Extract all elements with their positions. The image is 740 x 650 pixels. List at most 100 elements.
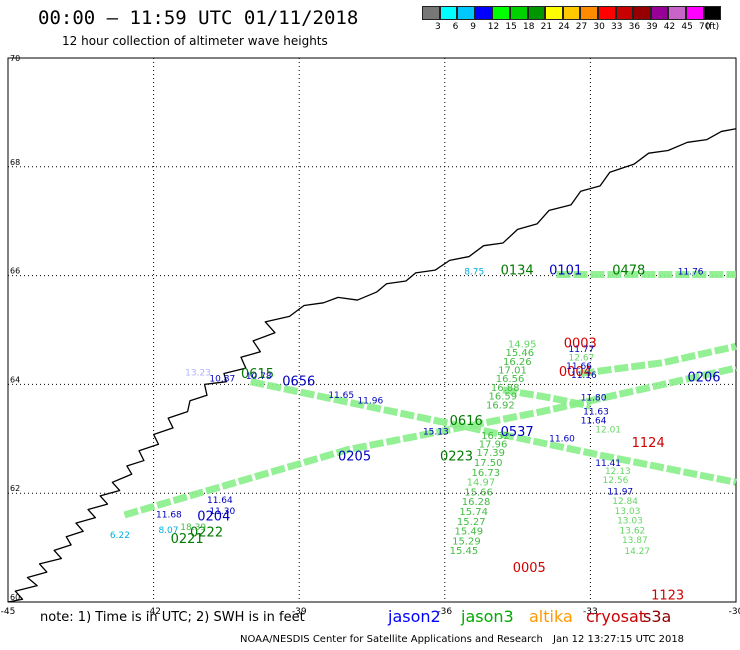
wave-height-label: 11.68 xyxy=(156,511,182,521)
wave-height-label: 13.03 xyxy=(617,517,643,527)
wave-height-label: 0003 xyxy=(564,336,597,351)
wave-height-label: 0537 xyxy=(501,425,534,440)
wave-height-label: 0656 xyxy=(282,374,315,389)
wave-height-label: 0004 xyxy=(559,365,592,380)
color-swatch xyxy=(650,6,669,20)
wave-height-label: 12.13 xyxy=(605,467,631,477)
wave-height-label: 0616 xyxy=(450,414,483,429)
wave-height-label: 11.64 xyxy=(581,417,607,427)
wave-height-label: 13.03 xyxy=(615,507,641,517)
legend-jason2: jason2 xyxy=(388,607,441,626)
wave-height-label: 11.77 xyxy=(569,345,595,355)
wave-height-label: 8.07 xyxy=(158,526,178,536)
wave-height-label: 16.26 xyxy=(503,357,532,368)
color-scale-label: 30 xyxy=(593,22,605,32)
wave-height-label: 0134 xyxy=(501,264,534,279)
wave-height-label: 15.49 xyxy=(455,527,484,538)
wave-height-label: 10.78 xyxy=(246,372,272,382)
color-swatch xyxy=(703,6,722,20)
color-scale-label: 27 xyxy=(575,22,588,32)
color-swatch xyxy=(685,6,704,20)
color-swatch xyxy=(597,6,616,20)
wave-height-label: 16.73 xyxy=(471,468,500,479)
latitude-tick-label: 60 xyxy=(10,593,20,602)
latitude-tick-label: 68 xyxy=(10,158,20,167)
color-swatch xyxy=(562,6,581,20)
axis-ticks: -45 -42 -39 -36 -33 -30 70 68 66 64 62 60 xyxy=(1,54,740,617)
wave-height-label: 12.56 xyxy=(603,476,629,486)
color-scale-label: 24 xyxy=(558,22,570,32)
wave-height-label: 10.87 xyxy=(209,375,235,385)
longitude-tick-label: -30 xyxy=(729,607,740,617)
color-scale-label: 15 xyxy=(505,22,517,32)
wave-height-label: 1124 xyxy=(632,436,665,451)
color-scale-label: 36 xyxy=(628,22,641,32)
wave-height-label: 14.95 xyxy=(508,339,537,350)
wave-height-label: 11.41 xyxy=(595,459,621,469)
legend-altika: altika xyxy=(529,607,573,626)
latitude-tick-label: 62 xyxy=(10,484,20,493)
wave-labels: 0003 0004 1124 0005 1123 0615 0616 0223 02220221… xyxy=(110,264,721,604)
color-swatch xyxy=(439,6,458,20)
legend-jason3: jason3 xyxy=(461,607,514,626)
wave-height-label: 0101 xyxy=(549,264,582,279)
wave-height-label: 1123 xyxy=(651,588,684,603)
page-title: 00:00 – 11:59 UTC 01/11/2018 xyxy=(38,7,359,29)
color-swatch xyxy=(457,6,475,20)
wave-height-label: 15.27 xyxy=(457,517,486,528)
footnote: note: 1) Time is in UTC; 2) SWH is in fe… xyxy=(40,610,305,625)
color-scale-label: 39 xyxy=(646,22,658,32)
wave-height-label: 0204 xyxy=(197,509,230,524)
color-swatch xyxy=(633,6,651,20)
legend-s3a: s3a xyxy=(643,607,672,626)
satellite-track xyxy=(502,386,592,410)
wave-height-label: 13.62 xyxy=(620,526,646,536)
color-scale-labels: 3 6 9 12 15 18 21 24 27 30 33 36 39 42 45 70 (ft) xyxy=(422,22,740,34)
credit-line: NOAA/NESDIS Center for Satellite Applica… xyxy=(240,634,543,645)
wave-height-label: 15.13 xyxy=(423,427,449,437)
wave-height-label: 11.64 xyxy=(207,496,233,506)
wave-height-label: 11.30 xyxy=(209,507,235,517)
wave-height-label: 0005 xyxy=(513,561,546,576)
wave-height-label: 17.96 xyxy=(479,440,508,451)
wave-height-label: 0223 xyxy=(440,450,473,465)
greenland-coast xyxy=(7,128,737,603)
wave-height-label: 16.59 xyxy=(488,392,517,403)
color-scale-label: 18 xyxy=(523,22,535,32)
wave-height-label: 14.97 xyxy=(467,478,496,489)
latitude-tick-label: 64 xyxy=(10,375,20,384)
wave-height-label: 0615 xyxy=(241,367,274,382)
wave-height-label: 13.23 xyxy=(185,369,211,379)
color-scale-label: 9 xyxy=(470,22,476,32)
wave-height-label: 8.75 xyxy=(464,268,484,278)
wave-height-label: 0205 xyxy=(338,450,371,465)
wave-height-label: 11.60 xyxy=(549,435,575,445)
wave-height-label: 15.45 xyxy=(450,546,479,557)
wave-height-label: 15.46 xyxy=(505,348,534,359)
wave-height-label: 16.92 xyxy=(486,400,515,411)
wave-height-label: 11.97 xyxy=(607,487,633,497)
wave-height-label: 11.76 xyxy=(678,268,704,278)
wave-height-label: 12.01 xyxy=(595,425,621,435)
color-scale-label: 6 xyxy=(452,22,459,32)
wave-height-label: 0222 xyxy=(190,526,223,541)
wave-height-label: 0478 xyxy=(612,264,645,279)
color-scale-label: 70 xyxy=(699,22,711,32)
wave-height-label: 17.50 xyxy=(474,458,503,469)
color-swatch xyxy=(527,6,546,20)
wave-height-label: 0221 xyxy=(171,532,204,547)
wave-height-label: 15.29 xyxy=(452,536,481,547)
wave-height-label: 11.63 xyxy=(583,407,609,417)
satellite-track xyxy=(249,378,737,486)
color-scale-label: 21 xyxy=(540,22,553,32)
wave-height-label: 11.16 xyxy=(571,371,597,381)
latitude-tick-label: 70 xyxy=(10,54,20,63)
wave-height-label: 12.67 xyxy=(569,353,595,363)
timestamp: Jan 12 13:27:15 UTC 2018 xyxy=(553,634,685,645)
color-swatch xyxy=(580,6,598,20)
wave-height-label: 0206 xyxy=(687,371,720,386)
legend-cryosat: cryosat xyxy=(586,607,646,626)
color-scale-label: 3 xyxy=(435,22,441,32)
color-scale-label: (ft) xyxy=(705,22,720,32)
